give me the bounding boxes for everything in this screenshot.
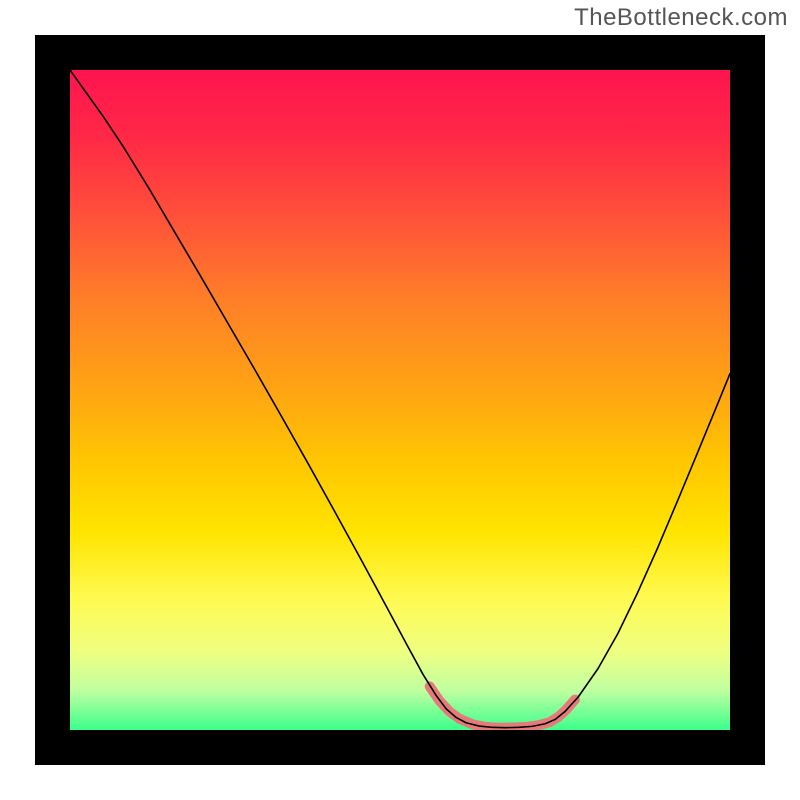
chart-background [70,70,730,730]
chart-frame [35,35,765,765]
chart-svg [70,70,730,730]
watermark-text: TheBottleneck.com [574,4,788,32]
